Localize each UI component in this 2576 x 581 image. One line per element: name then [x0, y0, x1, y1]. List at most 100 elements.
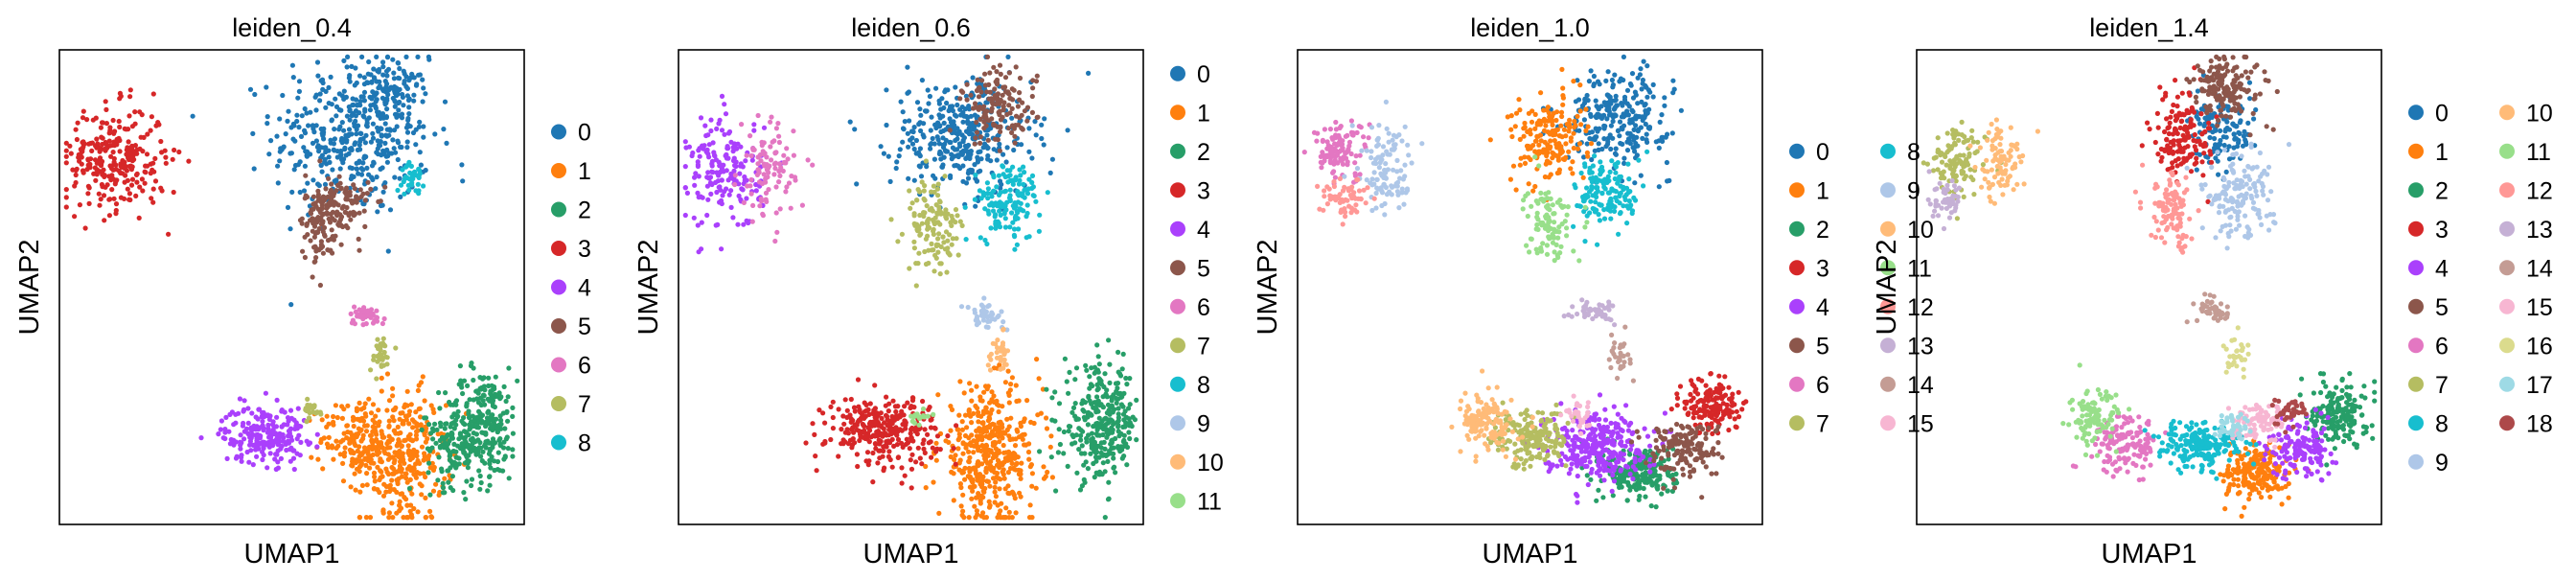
data-point	[1544, 107, 1550, 113]
data-point	[419, 492, 425, 498]
data-point	[279, 408, 285, 414]
data-point	[323, 186, 329, 192]
data-point	[357, 462, 364, 469]
data-point	[498, 417, 504, 423]
data-point	[362, 106, 368, 112]
data-point	[415, 509, 421, 515]
data-point	[913, 283, 919, 289]
data-point	[1024, 210, 1030, 217]
data-point	[370, 320, 377, 326]
data-point	[63, 187, 69, 193]
data-point	[395, 138, 401, 144]
data-point	[106, 138, 112, 144]
data-point	[1041, 464, 1046, 470]
data-point	[1049, 395, 1055, 401]
data-point	[489, 412, 494, 418]
data-point	[929, 114, 934, 120]
data-point	[152, 178, 159, 184]
data-point	[1512, 124, 1518, 129]
data-point	[413, 436, 420, 442]
data-point	[307, 440, 313, 446]
data-point	[989, 116, 995, 122]
data-point	[987, 435, 993, 441]
data-point	[951, 446, 956, 452]
data-point	[458, 378, 464, 383]
data-point	[371, 460, 377, 466]
data-point	[908, 430, 913, 436]
data-point	[1001, 189, 1007, 195]
data-point	[1509, 133, 1515, 140]
data-point	[369, 96, 375, 102]
data-point	[107, 197, 113, 202]
data-point	[150, 186, 156, 192]
data-point	[495, 450, 501, 455]
data-point	[1517, 162, 1523, 168]
data-point	[402, 460, 407, 466]
data-point	[1521, 133, 1527, 139]
data-point	[380, 508, 386, 514]
data-point	[851, 405, 858, 410]
data-point	[1047, 170, 1053, 175]
data-point	[390, 515, 396, 521]
data-point	[371, 160, 377, 166]
data-point	[97, 202, 103, 208]
legend-label: 11	[1197, 488, 1222, 515]
data-point	[352, 471, 357, 476]
data-point	[1048, 433, 1054, 439]
data-point	[386, 423, 392, 429]
data-point	[461, 378, 468, 383]
data-point	[72, 214, 78, 220]
data-point	[506, 476, 512, 481]
data-point	[427, 465, 433, 471]
data-point	[401, 68, 406, 74]
data-point	[404, 139, 410, 145]
data-point	[436, 389, 442, 396]
data-point	[1024, 235, 1029, 241]
data-point	[755, 112, 761, 119]
data-point	[1632, 149, 1638, 154]
data-point	[938, 128, 944, 135]
data-point	[1106, 407, 1112, 413]
data-point	[984, 429, 990, 434]
data-point	[477, 385, 483, 391]
data-point	[322, 156, 328, 162]
data-point	[719, 177, 724, 183]
data-point	[900, 139, 906, 145]
data-point	[903, 420, 908, 426]
data-point	[73, 172, 79, 178]
data-point	[370, 135, 377, 141]
data-point	[953, 453, 958, 458]
data-point	[1000, 442, 1006, 449]
data-point	[361, 208, 367, 214]
data-point	[1002, 380, 1008, 385]
data-point	[840, 437, 846, 443]
data-point	[975, 77, 980, 82]
data-point	[921, 196, 927, 202]
data-point	[1041, 476, 1047, 481]
data-point	[397, 448, 402, 454]
data-point	[728, 171, 734, 176]
data-point	[984, 386, 990, 392]
data-point	[1027, 464, 1033, 470]
data-point	[262, 439, 267, 445]
data-point	[150, 160, 156, 166]
data-point	[936, 231, 942, 237]
data-point	[451, 426, 457, 431]
data-point	[356, 247, 362, 253]
data-point	[975, 406, 980, 411]
data-point	[903, 441, 909, 447]
data-point	[1022, 187, 1027, 193]
data-point	[368, 410, 375, 416]
data-point	[1013, 213, 1019, 219]
data-point	[72, 183, 78, 189]
data-point	[349, 113, 355, 119]
cluster-6-points	[732, 112, 816, 244]
data-point	[348, 311, 354, 316]
data-point	[781, 152, 787, 158]
data-point	[349, 174, 355, 179]
data-point	[68, 151, 74, 156]
data-point	[297, 453, 303, 458]
data-point	[1622, 160, 1627, 166]
data-point	[1013, 113, 1020, 119]
data-point	[1029, 93, 1035, 100]
